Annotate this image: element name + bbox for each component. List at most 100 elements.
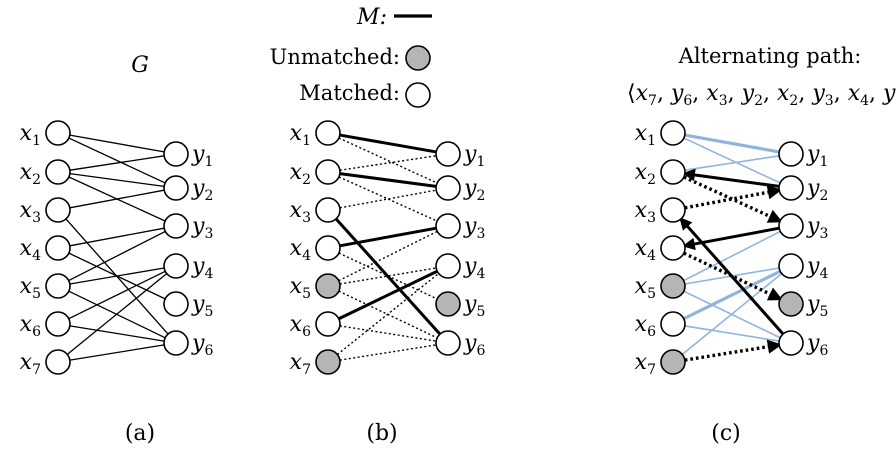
node-y2 — [435, 175, 461, 201]
node-y3 — [163, 213, 189, 239]
panel-c: (c) x1 x2 x3 x4 x5 x6 x7 y1 y2 y3 y4 y5 y6 — [635, 120, 828, 446]
node-label-x7: x7 — [290, 350, 311, 378]
node-label-x5: x5 — [20, 274, 41, 302]
node-label-x4: x4 — [20, 236, 41, 264]
edge-x5-y4 — [69, 267, 165, 285]
node-y5 — [435, 291, 461, 317]
edge-x3-y2 — [684, 185, 783, 210]
node-label-x1: x1 — [290, 121, 311, 149]
edge-x6-y6 — [69, 325, 165, 342]
node-label-x6: x6 — [290, 312, 311, 340]
node-label-x3: x3 — [635, 198, 656, 226]
node-y6 — [435, 330, 461, 356]
alternating-path-title: Alternating path: — [678, 44, 862, 68]
panel-a: G (a) x1 x2 x3 x4 x5 x6 x7 y1 y2 y3 y4 y5 y6 — [20, 53, 214, 446]
edge-x1-y2 — [338, 137, 438, 184]
node-x6 — [660, 311, 686, 337]
node-label-y1: y1 — [463, 142, 485, 170]
alternating-path-sequence: ⟨x7, y6, x3, y2, x2, y3, x4, y5⟩ — [627, 81, 896, 111]
node-y6 — [778, 330, 804, 356]
node-label-x6: x6 — [20, 312, 41, 340]
node-y5 — [778, 291, 804, 317]
edge-x4-y5 — [683, 251, 783, 301]
edge-x4-y3 — [339, 226, 437, 248]
edge-x6-y4 — [683, 269, 781, 321]
edge-x7-y4 — [681, 272, 783, 356]
edge-x1-y1 — [69, 134, 165, 153]
node-label-x2: x2 — [635, 160, 656, 188]
node-x5 — [660, 273, 686, 299]
node-x1 — [660, 120, 686, 146]
node-x6 — [315, 311, 341, 337]
node-y3 — [435, 213, 461, 239]
edge-x2-y1 — [684, 155, 780, 171]
node-x5 — [315, 273, 341, 299]
node-label-x3: x3 — [290, 198, 311, 226]
legend-unmatched-node — [405, 45, 431, 71]
edge-x5-y3 — [683, 230, 781, 282]
node-label-x1: x1 — [635, 121, 656, 149]
node-y4 — [435, 253, 461, 279]
edge-x6-y4 — [68, 270, 166, 320]
node-x7 — [315, 349, 341, 375]
node-x7 — [45, 349, 71, 375]
node-label-x1: x1 — [20, 121, 41, 149]
node-label-y4: y4 — [463, 254, 485, 282]
node-label-x5: x5 — [290, 274, 311, 302]
node-x5 — [45, 273, 71, 299]
edge-x3-y2 — [339, 189, 437, 209]
edge-x2-y2 — [69, 172, 165, 188]
node-label-x4: x4 — [635, 236, 656, 264]
panel-b: (b) x1 x2 x3 x4 x5 x6 x7 y1 y2 y3 y4 y5 y6 — [290, 120, 485, 446]
legend-matching-label: M: — [356, 5, 387, 30]
edge-x4-y3 — [682, 226, 780, 251]
node-label-y5: y5 — [806, 292, 828, 320]
node-x3 — [315, 197, 341, 223]
edge-x2-y2 — [682, 168, 780, 188]
node-label-y6: y6 — [191, 331, 213, 359]
node-x4 — [315, 235, 341, 261]
node-y1 — [778, 141, 804, 167]
edge-x3-y2 — [69, 189, 165, 209]
node-label-x2: x2 — [20, 160, 41, 188]
node-label-y6: y6 — [806, 331, 828, 359]
edge-x6-y6 — [684, 325, 780, 342]
node-y1 — [163, 141, 189, 167]
node-label-y6: y6 — [463, 331, 485, 359]
node-label-y4: y4 — [806, 254, 828, 282]
node-y6 — [163, 330, 189, 356]
edge-x7-y4 — [66, 273, 168, 355]
edge-x2-y2 — [339, 172, 437, 188]
node-y2 — [163, 175, 189, 201]
edge-x1-y2 — [68, 137, 166, 184]
panels: G (a) x1 x2 x3 x4 x5 x6 x7 y1 y2 y3 y4 y5 y6 (b) x1 x2 x3 x… — [20, 53, 829, 446]
node-x1 — [45, 120, 71, 146]
node-label-y3: y3 — [463, 214, 485, 242]
node-x3 — [45, 197, 71, 223]
edge-x3-y6 — [334, 217, 442, 336]
edge-x1-y1 — [339, 133, 437, 154]
node-label-y3: y3 — [191, 214, 213, 242]
node-label-x5: x5 — [635, 274, 656, 302]
node-x4 — [660, 235, 686, 261]
node-label-y2: y2 — [463, 176, 485, 204]
node-label-x7: x7 — [635, 350, 656, 378]
alternating-path-header: Alternating path: ⟨x7, y6, x3, y2, x2, y… — [627, 44, 896, 111]
panel-caption: (b) — [366, 421, 397, 446]
node-label-y2: y2 — [191, 176, 213, 204]
node-y5 — [163, 291, 189, 317]
node-label-x2: x2 — [290, 160, 311, 188]
node-label-y5: y5 — [463, 292, 485, 320]
node-label-y1: y1 — [191, 142, 213, 170]
edge-x7-y6 — [684, 339, 782, 362]
edge-x6-y4 — [338, 269, 438, 321]
node-y2 — [778, 175, 804, 201]
node-label-y2: y2 — [806, 176, 828, 204]
node-x1 — [315, 120, 341, 146]
node-label-x3: x3 — [20, 198, 41, 226]
panel-title: G — [131, 53, 149, 78]
node-y4 — [778, 253, 804, 279]
node-label-y1: y1 — [806, 142, 828, 170]
edge-x1-y1 — [684, 133, 780, 154]
node-y4 — [163, 253, 189, 279]
